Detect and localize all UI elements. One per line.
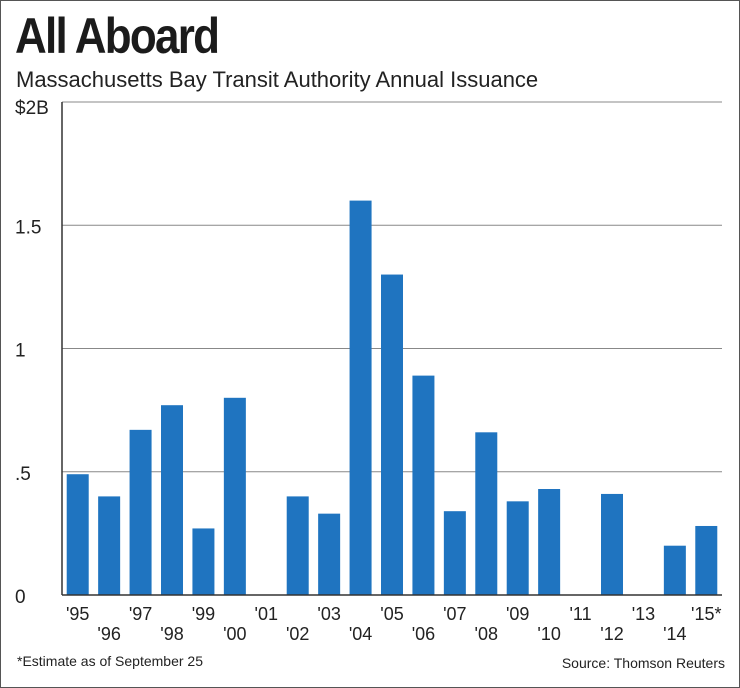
y-tick-label: 1 (15, 341, 26, 362)
bar (538, 489, 561, 595)
footnote: *Estimate as of September 25 (17, 653, 203, 669)
x-tick-label: '01 (255, 604, 278, 624)
x-tick-label: '10 (537, 624, 560, 644)
x-tick-label: '15* (691, 604, 721, 624)
y-tick-label: 1.5 (15, 217, 41, 238)
x-tick-label: '06 (412, 624, 435, 644)
bar (506, 501, 529, 595)
bar-chart: 0 .5 1 1.5 $2B '95 '96 '97 '98 '99 '00 '01 '02 '03 '04… (15, 98, 722, 644)
bar (475, 432, 498, 595)
x-tick-label: '02 (286, 624, 309, 644)
source-note: Source: Thomson Reuters (561, 655, 725, 671)
x-tick-label: '13 (632, 604, 655, 624)
bar (161, 405, 183, 595)
bar (443, 511, 466, 595)
bar (318, 513, 341, 595)
chart-subtitle: Massachusetts Bay Transit Authority Annu… (16, 67, 539, 92)
x-tick-label: '09 (506, 604, 529, 624)
y-tick-label: .5 (15, 464, 31, 485)
x-tick-label: '05 (380, 604, 403, 624)
y-tick-label: 0 (15, 587, 26, 608)
y-tick-label: $2B (15, 98, 49, 119)
x-tick-label: '98 (160, 624, 183, 644)
bar (98, 496, 121, 595)
x-tick-label: '03 (317, 604, 340, 624)
x-tick-label: '07 (443, 604, 466, 624)
x-tick-label: '14 (663, 624, 686, 644)
bar (601, 493, 623, 595)
x-tick-label: '12 (600, 624, 623, 644)
bar (192, 528, 215, 595)
bar (412, 375, 435, 595)
bar (66, 474, 89, 595)
x-tick-label: '99 (192, 604, 215, 624)
bar (349, 200, 372, 595)
bar (695, 525, 718, 595)
bar (223, 397, 246, 595)
x-tick-label: '95 (66, 604, 89, 624)
x-tick-label: '96 (97, 624, 120, 644)
x-tick-label: '97 (129, 604, 152, 624)
chart-title: All Aboard (15, 8, 220, 64)
x-tick-label: '08 (475, 624, 498, 644)
bar (129, 429, 152, 595)
bar (663, 545, 686, 595)
x-tick-label: '04 (349, 624, 372, 644)
bar (381, 274, 403, 595)
x-tick-label: '00 (223, 624, 246, 644)
bar (286, 496, 309, 595)
x-tick-label: '11 (570, 604, 592, 624)
